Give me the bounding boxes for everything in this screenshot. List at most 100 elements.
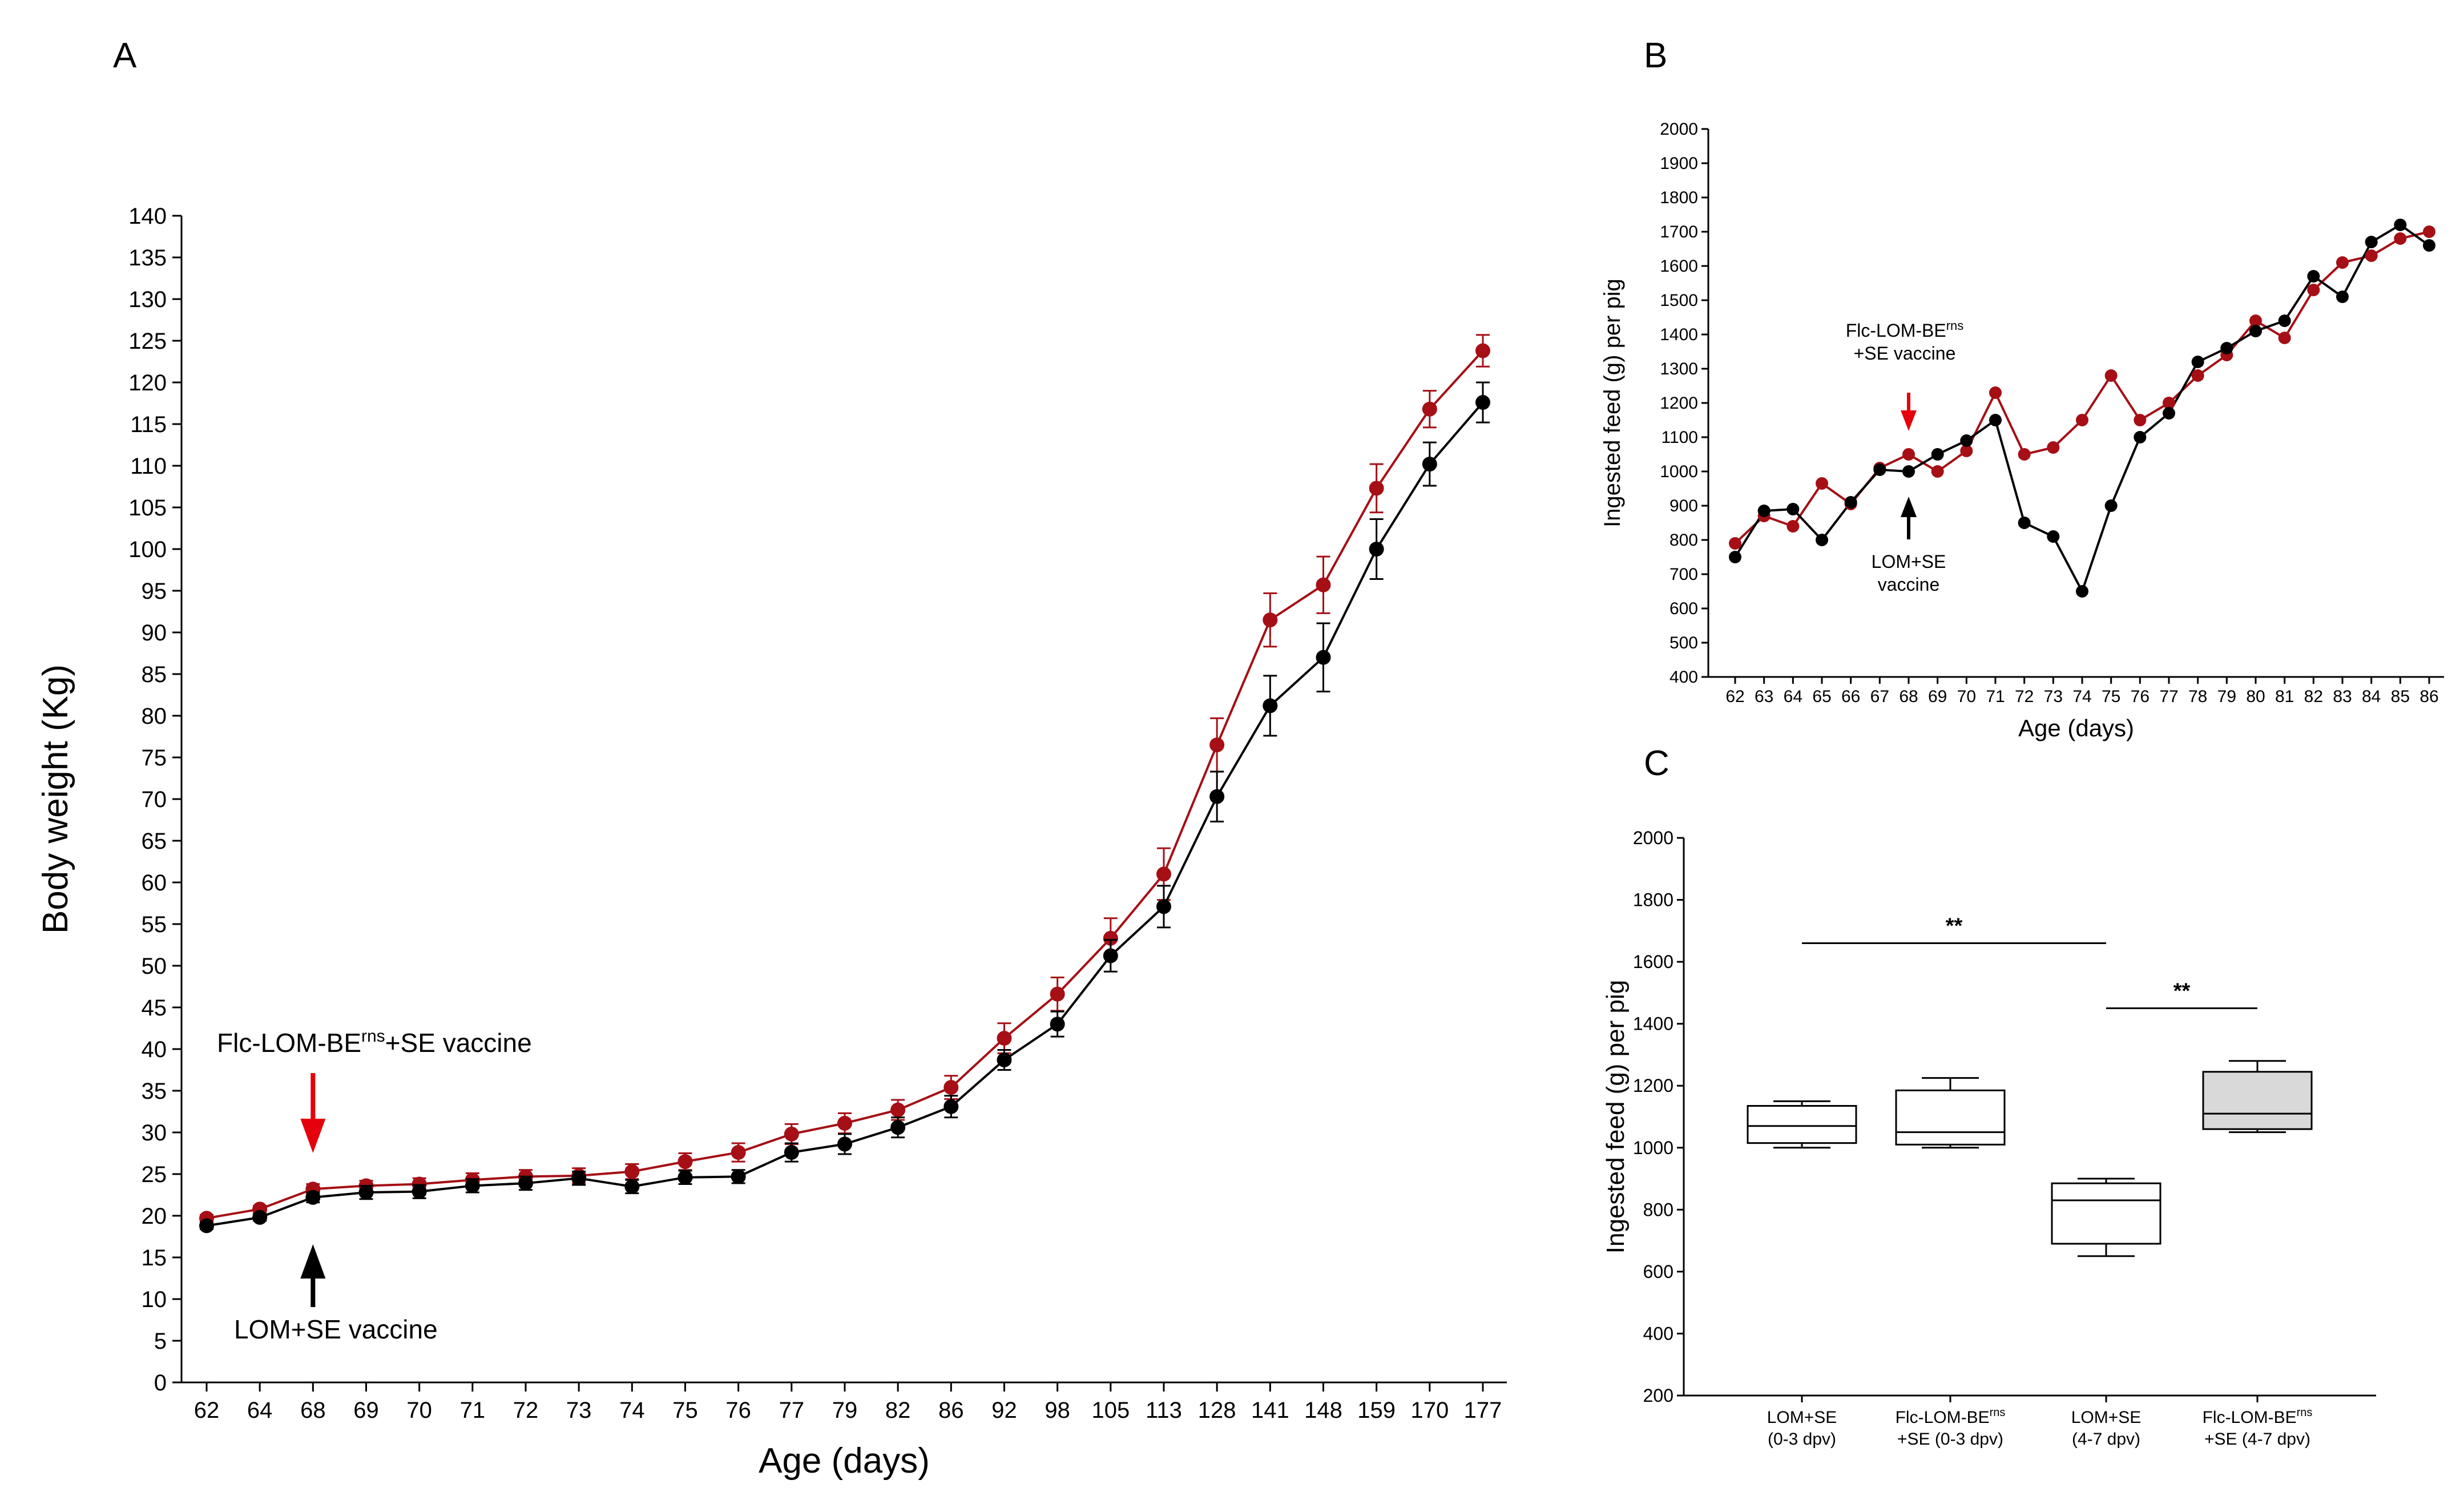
panel-a-series-0-line bbox=[206, 350, 1484, 1220]
panel-b-series-0-point bbox=[2047, 441, 2060, 454]
panel-b-x-tick-label: 71 bbox=[1986, 687, 2005, 706]
panel-a-y-tick-label: 60 bbox=[142, 870, 167, 896]
panel-b-x-tick-label: 86 bbox=[2419, 687, 2438, 706]
panel-b-series-1-point bbox=[1757, 505, 1771, 517]
panel-b-series-1-point bbox=[2163, 407, 2175, 420]
panel-c-y-tick-label: 800 bbox=[1643, 1199, 1673, 1220]
panel-c-box bbox=[1747, 1105, 1857, 1144]
panel-a-arrow-down-head bbox=[300, 1119, 326, 1153]
panel-b-x-tick-label: 66 bbox=[1841, 687, 1860, 706]
panel-c-group-label-line1: LOM+SE bbox=[2071, 1408, 2142, 1427]
panel-a-x-tick-label: 148 bbox=[1304, 1398, 1342, 1423]
panel-a-y-tick-label: 120 bbox=[128, 370, 167, 396]
panel-a-x-tick-label: 70 bbox=[406, 1398, 432, 1423]
panel-b-series-0-point bbox=[2104, 369, 2118, 382]
panel-c-group-label-line2: (0-3 dpv) bbox=[1768, 1430, 1836, 1449]
panel-c-significance-label: ** bbox=[2173, 979, 2191, 1003]
panel-a-x-tick-label: 105 bbox=[1091, 1398, 1130, 1423]
panel-b-x-tick-label: 79 bbox=[2217, 687, 2236, 706]
panel-a-x-tick-label: 72 bbox=[513, 1398, 539, 1423]
panel-a-x-tick-label: 76 bbox=[725, 1398, 751, 1423]
panel-b-series-1-point bbox=[1873, 463, 1886, 476]
panel-a-series-0-point bbox=[943, 1080, 959, 1095]
panel-a-series-1-point bbox=[305, 1189, 321, 1205]
panel-b-y-tick-label: 600 bbox=[1669, 599, 1698, 618]
panel-a-series-1-point bbox=[624, 1179, 640, 1194]
panel-b-series-1-point bbox=[2394, 219, 2407, 231]
panel-b-y-tick-label: 1200 bbox=[1660, 394, 1698, 413]
panel-a-chart: 0 5 10 15 20 25 30 35 40 45 50 55 60 65 70 75 80 85 90 95 10… bbox=[36, 204, 1507, 1481]
panel-a-series-0-point bbox=[1422, 401, 1437, 417]
panel-a-series-1-point bbox=[358, 1185, 374, 1200]
panel-a-series-0-point bbox=[1263, 612, 1278, 628]
panel-b-x-tick-label: 83 bbox=[2333, 687, 2352, 706]
panel-a-x-tick-label: 68 bbox=[300, 1398, 326, 1423]
panel-c-group-label-superscript: rns bbox=[1990, 1406, 2006, 1419]
panel-b-series-0-point bbox=[1960, 445, 1973, 457]
panel-b-arrow-down-head bbox=[1901, 410, 1917, 431]
panel-a-annotation-treated: Flc-LOM-BErns+SE vaccine bbox=[217, 1027, 532, 1058]
panel-a-y-tick-label: 70 bbox=[142, 787, 167, 812]
panel-b-x-tick-label: 70 bbox=[1957, 687, 1976, 706]
panel-a-series-0-point bbox=[1156, 866, 1171, 882]
panel-a-series-1-point bbox=[1316, 650, 1331, 665]
panel-b-series-0-point bbox=[1786, 520, 1800, 533]
panel-b-y-tick-label: 1100 bbox=[1661, 428, 1698, 447]
panel-a-series-1-point bbox=[997, 1052, 1012, 1067]
panel-b-series-1-point bbox=[2134, 431, 2147, 443]
panel-b-x-tick-label: 64 bbox=[1784, 687, 1802, 706]
panel-a-y-tick-label: 45 bbox=[142, 995, 167, 1021]
panel-a-y-tick-label: 90 bbox=[142, 620, 167, 646]
panel-b-series-0-point bbox=[1989, 386, 2002, 399]
panel-c-y-tick-label: 400 bbox=[1643, 1323, 1673, 1344]
panel-b-series-1-point bbox=[2423, 239, 2435, 252]
panel-b-x-tick-label: 85 bbox=[2391, 687, 2410, 706]
panel-b-y-tick-label: 2000 bbox=[1660, 120, 1698, 139]
panel-a-series-0-point bbox=[890, 1102, 906, 1118]
panel-c-y-tick-label: 1600 bbox=[1633, 951, 1673, 972]
panel-a-y-tick-label: 125 bbox=[128, 329, 167, 354]
panel-a-y-tick-label: 40 bbox=[142, 1037, 167, 1062]
panel-c-y-tick-label: 1000 bbox=[1633, 1138, 1673, 1158]
panel-b-series-1-point bbox=[1989, 414, 2002, 426]
panel-a-y-tick-label: 105 bbox=[128, 495, 167, 521]
panel-a-y-tick-label: 110 bbox=[130, 454, 167, 479]
panel-a-series-0-point bbox=[624, 1164, 640, 1179]
panel-b-series-1-point bbox=[2018, 517, 2031, 529]
panel-a-annotation-control: LOM+SE vaccine bbox=[234, 1314, 438, 1344]
panel-b-x-tick-label: 63 bbox=[1755, 687, 1773, 706]
panel-b-series-0-point bbox=[2076, 414, 2088, 426]
panel-a-annotation-suffix: +SE vaccine bbox=[385, 1028, 532, 1058]
panel-b-x-tick-label: 82 bbox=[2304, 687, 2323, 706]
panel-a-x-tick-label: 69 bbox=[353, 1398, 379, 1423]
panel-c-y-tick-label: 1200 bbox=[1633, 1075, 1673, 1096]
panel-b-x-tick-label: 73 bbox=[2044, 687, 2063, 706]
panel-a-series-1-point bbox=[1475, 395, 1490, 410]
panel-b-x-tick-label: 67 bbox=[1870, 687, 1889, 706]
panel-a-series-0-point bbox=[784, 1126, 799, 1142]
panel-b-series-0-point bbox=[2278, 332, 2291, 344]
panel-a-x-tick-label: 159 bbox=[1357, 1398, 1396, 1423]
panel-b-x-tick-label: 74 bbox=[2072, 687, 2091, 706]
panel-b-x-tick-label: 72 bbox=[2015, 687, 2034, 706]
panel-b-series-1-point bbox=[2220, 342, 2233, 354]
panel-b-series-0-line bbox=[1734, 231, 2430, 545]
panel-c-group-label-line1: LOM+SE bbox=[1767, 1408, 1837, 1427]
panel-a-series-1-point bbox=[412, 1184, 427, 1199]
panel-a-x-tick-label: 75 bbox=[672, 1398, 698, 1423]
panel-b-series-1-point bbox=[2336, 291, 2349, 303]
panel-a-letter: A bbox=[113, 36, 137, 75]
panel-a-x-axis-title: Age (days) bbox=[759, 1441, 930, 1481]
panel-b-series-0-point bbox=[2394, 232, 2407, 245]
panel-b-x-tick-label: 78 bbox=[2188, 687, 2207, 706]
panel-b-x-tick-label: 76 bbox=[2131, 687, 2150, 706]
panel-c-significance-label: ** bbox=[1946, 914, 1963, 938]
panel-b-y-tick-label: 1900 bbox=[1660, 154, 1698, 173]
panel-b-y-tick-label: 900 bbox=[1669, 497, 1698, 515]
panel-a-annotation-superscript: rns bbox=[361, 1027, 385, 1046]
panel-b-series-0-point bbox=[2018, 448, 2031, 461]
panel-b-series-0-point bbox=[2249, 314, 2262, 327]
panel-a-series-1-point bbox=[1156, 899, 1171, 914]
panel-a-y-tick-label: 30 bbox=[142, 1120, 167, 1146]
